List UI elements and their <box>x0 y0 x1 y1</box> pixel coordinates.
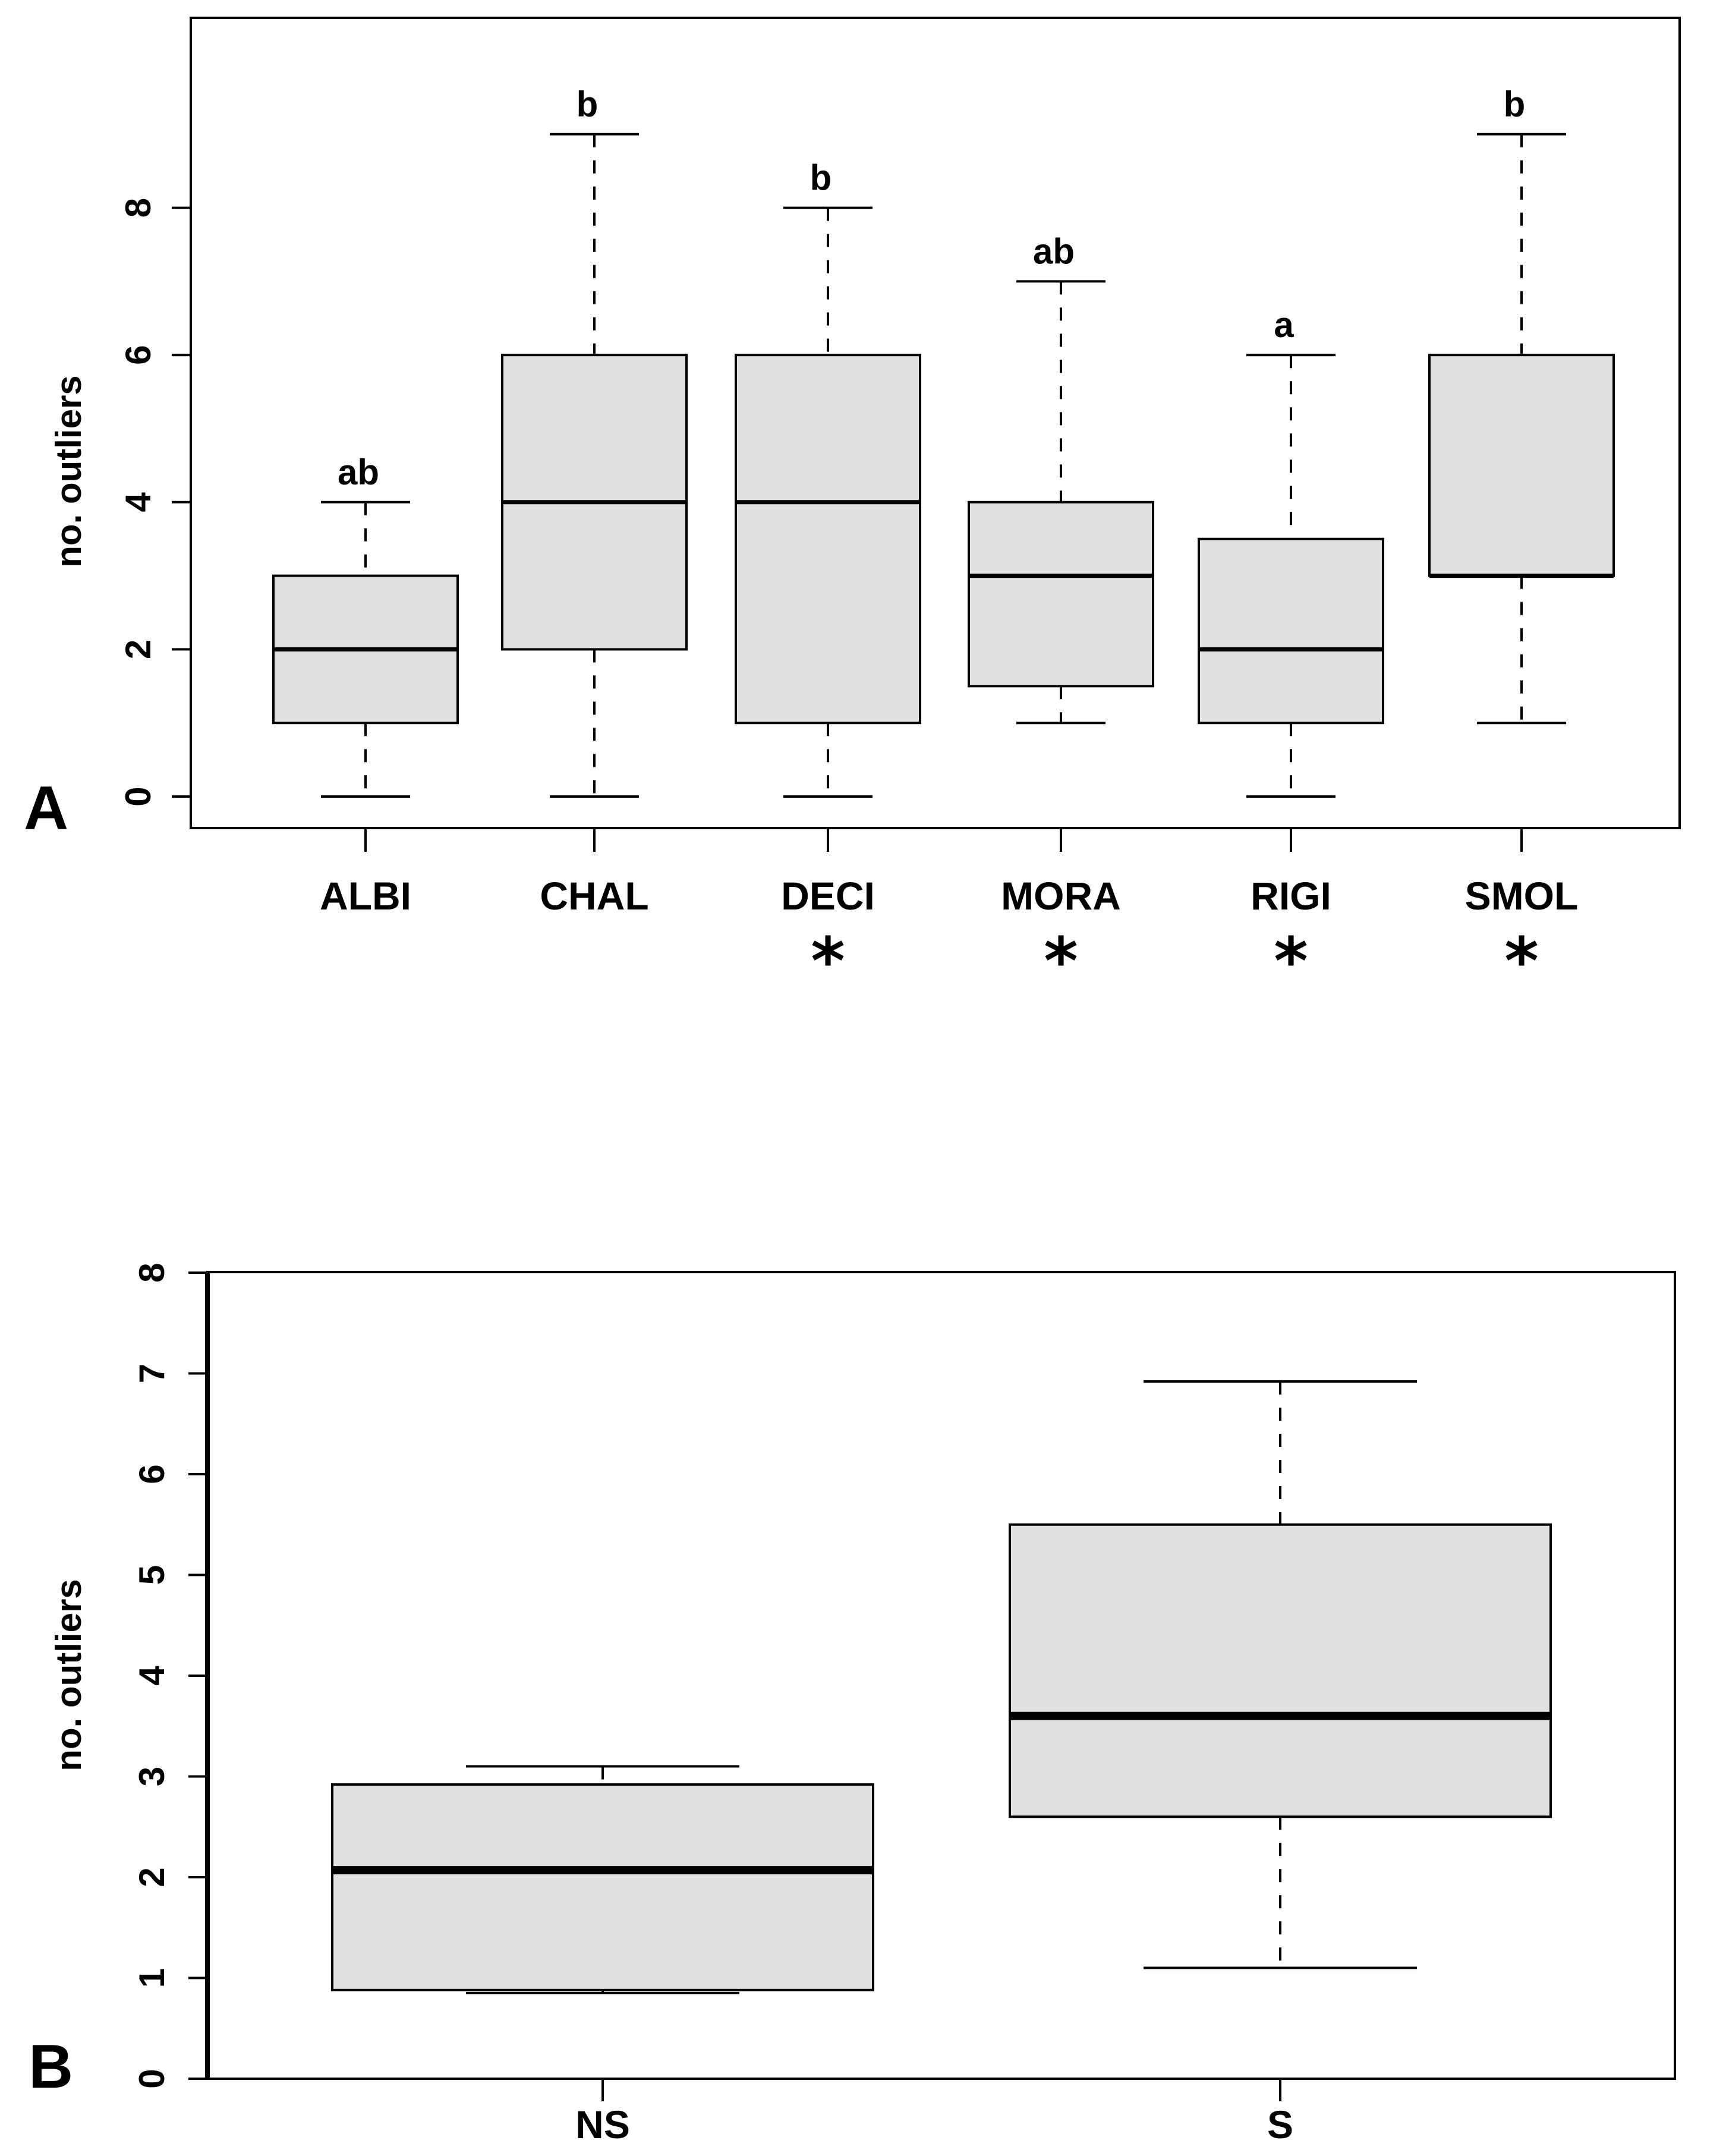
panel-b-boxes <box>331 1380 1552 1994</box>
y-tick-label: 1 <box>132 1968 172 1988</box>
group-letter: b <box>577 84 599 124</box>
panel-a-y-axis-title: no. outliers <box>49 375 89 567</box>
y-tick-label: 4 <box>118 492 158 512</box>
y-tick-label: 2 <box>132 1867 172 1887</box>
panel-a-label: A <box>24 774 68 843</box>
group-letter: a <box>1274 305 1294 345</box>
box-s <box>1009 1380 1552 1969</box>
x-tick-label-mora: MORA <box>1001 874 1121 918</box>
y-tick-label: 4 <box>132 1666 172 1686</box>
iqr-box <box>1009 1523 1552 1818</box>
panel-a-x-axis: ALBI CHAL DECI * MORA * RIGI * SMOL * <box>320 827 1579 999</box>
x-tick-label-albi: ALBI <box>320 874 411 918</box>
significance-mark: * <box>1044 923 1078 999</box>
significance-mark: * <box>1274 923 1308 999</box>
box-mora: ab <box>968 231 1154 725</box>
y-tick-label: 6 <box>118 345 158 365</box>
group-letter: ab <box>338 452 379 492</box>
x-tick-label-smol: SMOL <box>1465 874 1579 918</box>
iqr-box <box>968 501 1154 688</box>
panel-a: A no. outliers 0 2 4 6 8 ALBI CHAL DECI * MORA * R… <box>24 17 1681 999</box>
box-smol: b <box>1428 84 1615 725</box>
y-tick-label: 2 <box>118 640 158 659</box>
iqr-box <box>1198 537 1384 725</box>
y-tick-label: 8 <box>132 1263 172 1282</box>
y-tick-label: 5 <box>132 1565 172 1585</box>
group-letter: b <box>810 158 832 198</box>
group-letter: b <box>1504 84 1526 124</box>
panel-b-y-axis-title: no. outliers <box>49 1579 89 1771</box>
box-ns <box>331 1765 874 1994</box>
panel-b: B no. outliers 0 1 2 3 4 5 6 7 8 NS S <box>29 1263 1676 2146</box>
y-tick-label: 0 <box>132 2069 172 2088</box>
x-tick-label-deci: DECI <box>781 874 875 918</box>
iqr-box <box>331 1783 874 1991</box>
x-tick-label-ns: NS <box>575 2103 630 2146</box>
x-tick-label-s: S <box>1267 2103 1293 2146</box>
y-tick-label: 7 <box>132 1364 172 1383</box>
group-letter: ab <box>1033 231 1075 271</box>
significance-mark: * <box>1504 923 1539 999</box>
y-tick-label: 6 <box>132 1464 172 1484</box>
box-rigi: a <box>1198 305 1384 798</box>
panel-b-x-axis: NS S <box>575 2079 1293 2146</box>
panel-b-y-axis: 0 1 2 3 4 5 6 7 8 <box>132 1263 210 2089</box>
y-tick-label: 8 <box>118 198 158 218</box>
iqr-box <box>1428 354 1615 577</box>
iqr-box <box>735 354 921 725</box>
box-albi: ab <box>272 452 459 798</box>
box-chal: b <box>501 84 688 798</box>
x-tick-label-rigi: RIGI <box>1251 874 1331 918</box>
panel-a-y-axis: 0 2 4 6 8 <box>118 198 192 807</box>
panel-b-label: B <box>29 2032 73 2101</box>
x-tick-label-chal: CHAL <box>540 874 648 918</box>
y-tick-label: 3 <box>132 1767 172 1786</box>
box-deci: b <box>735 158 921 798</box>
y-tick-label: 0 <box>118 786 158 806</box>
significance-mark: * <box>811 923 845 999</box>
